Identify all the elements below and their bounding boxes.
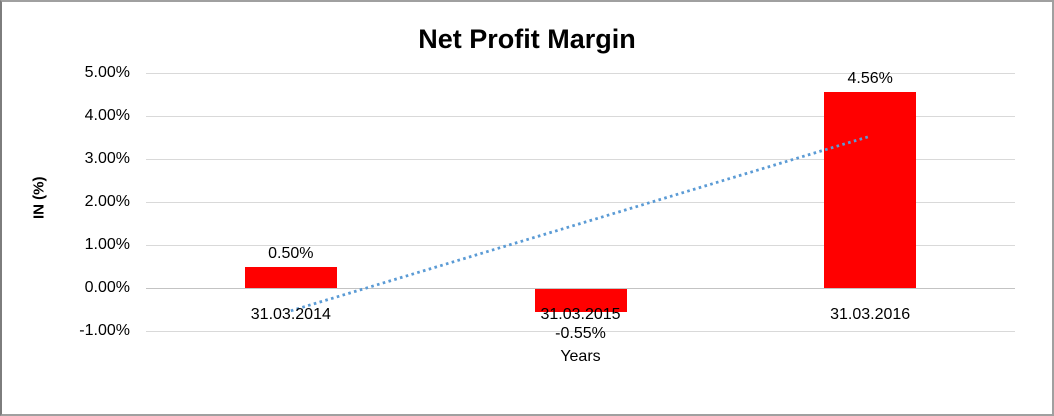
- bar: [824, 91, 917, 288]
- x-axis-title: Years: [560, 348, 601, 365]
- data-label: 4.56%: [847, 69, 893, 87]
- category-label: 31.03.2014: [250, 306, 331, 323]
- gridline: [146, 72, 1015, 74]
- category-label: 31.03.2016: [830, 306, 911, 323]
- gridline: [146, 115, 1015, 117]
- bar: [244, 266, 337, 288]
- y-tick-label: 1.00%: [84, 236, 130, 253]
- y-tick-label: 5.00%: [84, 64, 130, 81]
- y-tick-label: 3.00%: [84, 150, 130, 167]
- y-tick-label: -1.00%: [79, 322, 130, 339]
- y-tick-label: 4.00%: [84, 107, 130, 124]
- trendline: [290, 134, 871, 313]
- gridline: [146, 330, 1015, 332]
- chart-title: Net Profit Margin: [418, 24, 636, 54]
- data-label: -0.55%: [555, 324, 606, 342]
- y-tick-label: 2.00%: [84, 193, 130, 210]
- category-label: 31.03.2015: [540, 306, 621, 323]
- y-tick-label: 0.00%: [84, 279, 130, 296]
- data-label: 0.50%: [268, 244, 314, 262]
